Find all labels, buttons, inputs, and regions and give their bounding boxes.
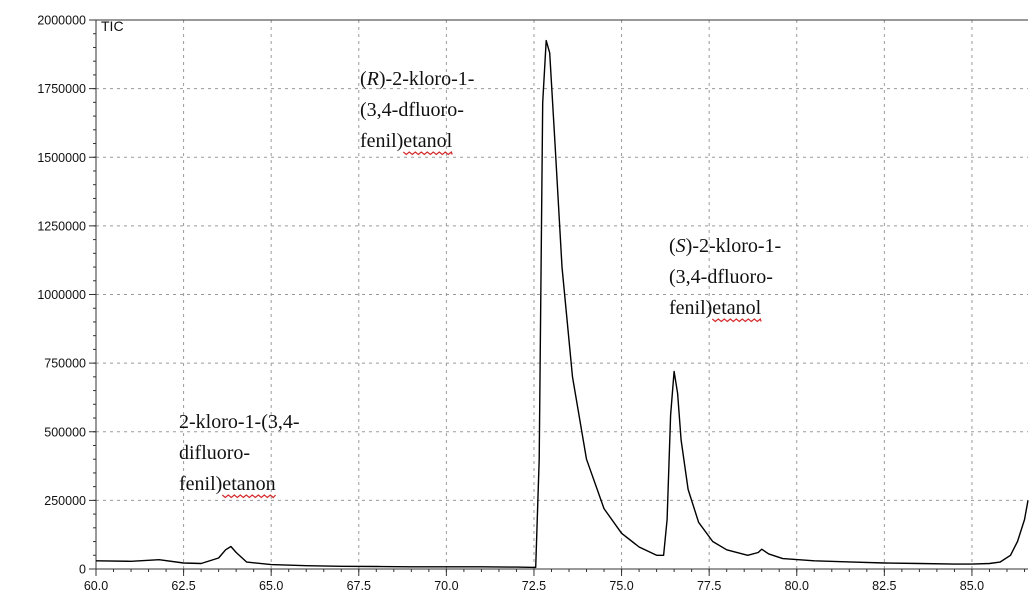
y-tick-label: 750000 — [44, 357, 86, 371]
annotation-etanon-line: 2-kloro-1-(3,4- — [179, 411, 300, 433]
y-tick-label: 250000 — [44, 494, 86, 508]
x-tick-label: 72.5 — [522, 579, 546, 593]
annotation-r-etanol-line: (R)-2-kloro-1- — [360, 68, 474, 90]
x-tick-label: 77.5 — [697, 579, 721, 593]
x-tick-label: 67.5 — [347, 579, 371, 593]
x-tick-label: 85.0 — [960, 579, 984, 593]
x-tick-label: 65.0 — [259, 579, 283, 593]
y-tick-label: 1250000 — [37, 219, 86, 233]
tic-label: TIC — [101, 18, 124, 34]
y-tick-label: 2000000 — [37, 14, 86, 28]
chromatogram-trace — [95, 39, 1029, 569]
annotation-s-etanol-line: (3,4-dfluoro- — [669, 266, 773, 288]
x-tick-label: 70.0 — [434, 579, 458, 593]
y-tick-label: 1750000 — [37, 82, 86, 96]
x-tick-label: 62.5 — [171, 579, 195, 593]
x-tick-label: 60.0 — [84, 579, 108, 593]
y-tick-label: 1000000 — [37, 288, 86, 302]
series-layer — [95, 39, 1029, 569]
x-tick-label: 82.5 — [872, 579, 896, 593]
axis-layer: 60.0 62.5 65.0 67.5 70.0 72.5 75.0 77.5 80.0 82.5… — [37, 14, 1028, 593]
annotation-etanon-line: fenil)etanon — [179, 473, 276, 495]
spellcheck-squiggle — [221, 494, 277, 499]
annotation-layer: 2-kloro-1-(3,4- difluoro-fenil)etanon (R)-… — [179, 68, 781, 499]
spellcheck-squiggle — [711, 317, 762, 323]
y-tick-label: 500000 — [44, 425, 86, 439]
x-tick-label: 80.0 — [785, 579, 809, 593]
spellcheck-squiggle — [402, 150, 453, 156]
annotation-s-etanol-line: (S)-2-kloro-1- — [669, 235, 781, 257]
annotation-s-etanol-line: fenil)etanol — [669, 297, 762, 319]
annotation-etanon-line: difluoro- — [179, 442, 250, 464]
annotation-r-etanol-line: (3,4-dfluoro- — [360, 99, 464, 121]
annotation-r-etanol-line: fenil)etanol — [360, 130, 453, 152]
y-tick-label: 0 — [79, 563, 86, 577]
y-tick-label: 1500000 — [37, 151, 86, 165]
x-tick-label: 75.0 — [609, 579, 633, 593]
